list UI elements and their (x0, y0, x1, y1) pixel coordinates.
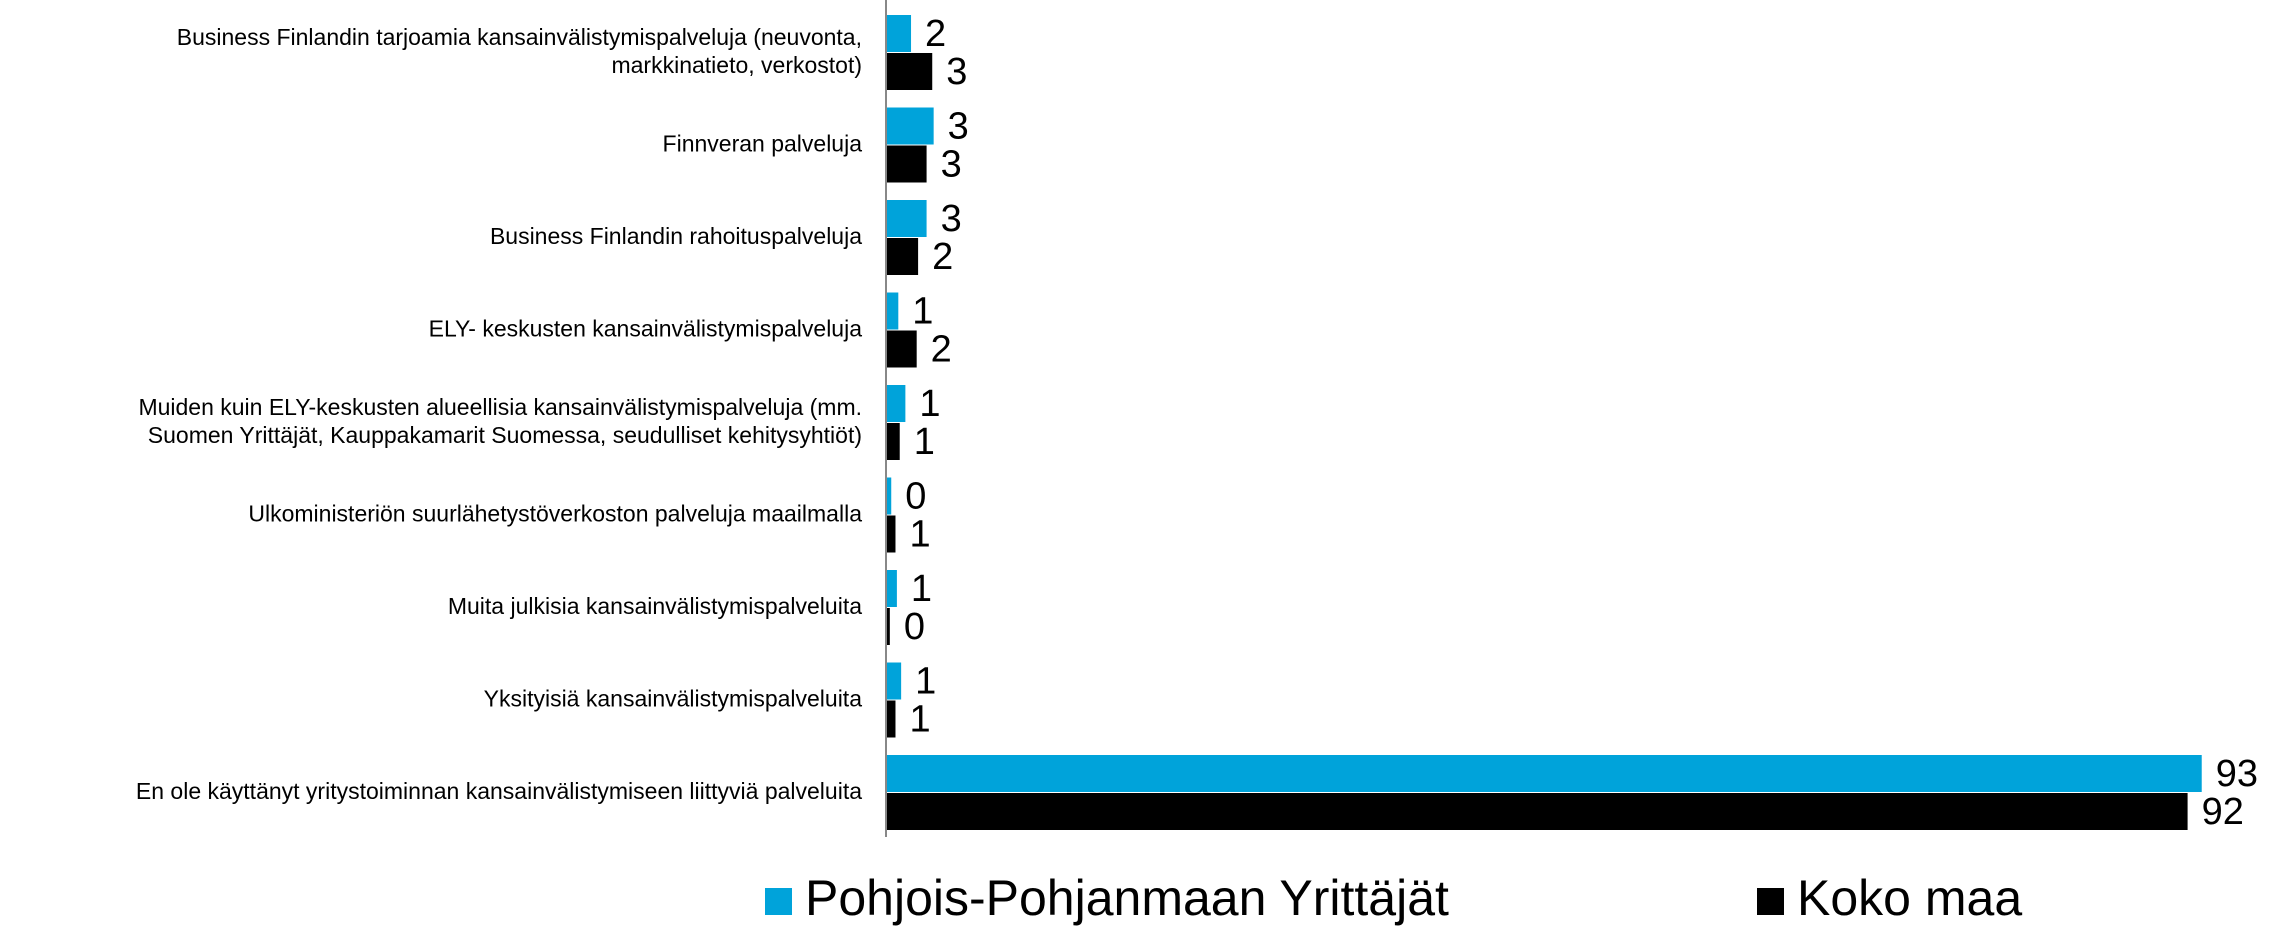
bar (887, 145, 927, 183)
value-label: 92 (2202, 791, 2244, 833)
bar (887, 423, 900, 460)
category-label: Business Finlandin rahoituspalveluja (490, 223, 862, 249)
category-label: Muiden kuin ELY-keskusten alueellisia ka… (138, 394, 862, 448)
category-label: Yksityisiä kansainvälistymispalveluita (484, 686, 863, 712)
value-label: 2 (925, 13, 946, 55)
bar (887, 570, 897, 607)
legend-swatch (1757, 888, 1784, 915)
value-label: 3 (948, 106, 969, 148)
value-label: 1 (915, 661, 936, 703)
value-label: 1 (914, 421, 935, 463)
value-label: 93 (2216, 753, 2258, 795)
bar (887, 515, 896, 553)
category-label: Business Finlandin tarjoamia kansainväli… (177, 24, 862, 78)
bar (887, 15, 912, 52)
value-label: 0 (904, 606, 925, 648)
value-label: 2 (931, 329, 952, 371)
bar (887, 662, 902, 700)
legend-label: Koko maa (1797, 870, 2022, 926)
value-label: 3 (946, 51, 967, 93)
bar (887, 477, 892, 515)
bar (887, 107, 934, 145)
bar (887, 53, 933, 90)
category-label: Ulkoministeriön suurlähetystöverkoston p… (248, 501, 862, 527)
bar (887, 292, 899, 330)
value-label: 3 (941, 198, 962, 240)
value-label: 1 (909, 514, 930, 556)
legend-swatch (765, 888, 792, 915)
bar (887, 793, 2188, 830)
value-label: 1 (912, 291, 933, 333)
value-label: 1 (919, 383, 940, 425)
bar (887, 238, 919, 275)
category-label: Muita julkisia kansainvälistymispalvelui… (448, 593, 862, 619)
legend-label: Pohjois-Pohjanmaan Yrittäjät (805, 870, 1449, 926)
value-label: 0 (905, 476, 926, 518)
bar (887, 200, 927, 237)
bar (887, 608, 890, 645)
category-label: ELY- keskusten kansainvälistymispalveluj… (429, 316, 863, 342)
bar (887, 700, 896, 738)
category-label: En ole käyttänyt yritystoiminnan kansain… (136, 778, 862, 804)
value-label: 1 (911, 568, 932, 610)
bar (887, 755, 2202, 792)
category-label: Finnveran palveluja (663, 131, 863, 157)
value-label: 1 (909, 699, 930, 741)
value-label: 3 (941, 144, 962, 186)
bar (887, 330, 917, 368)
value-label: 2 (932, 236, 953, 278)
bar (887, 385, 906, 422)
